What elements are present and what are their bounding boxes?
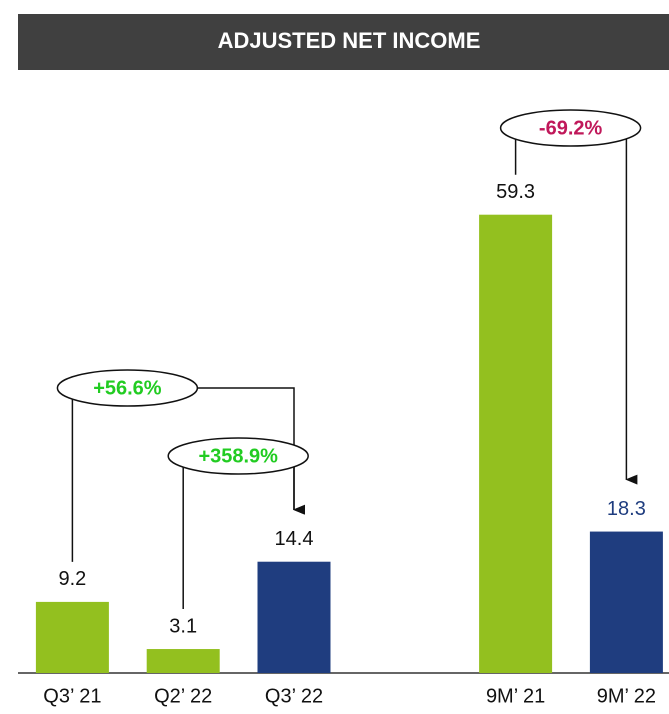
- x-tick-label: Q3’ 21: [43, 685, 101, 707]
- value-label: 9.2: [58, 568, 86, 590]
- bar: [257, 561, 331, 673]
- annotation-bubble: [167, 437, 309, 475]
- bar: [146, 649, 220, 673]
- value-label: 59.3: [496, 181, 535, 203]
- bar: [479, 214, 553, 673]
- annotation-bubble: [56, 369, 199, 407]
- x-tick-label: Q2’ 22: [154, 685, 212, 707]
- annotation-label: +358.9%: [198, 445, 278, 467]
- x-tick-label: Q3’ 22: [265, 685, 323, 707]
- x-tick-label: 9M’ 22: [597, 685, 656, 707]
- value-label: 14.4: [275, 528, 314, 550]
- value-label: 3.1: [169, 615, 197, 637]
- annotation-label: -69.2%: [539, 117, 603, 139]
- annotation-bubble: [499, 109, 642, 147]
- bar: [589, 531, 663, 673]
- value-label: 18.3: [607, 498, 646, 520]
- title-bar: [18, 14, 669, 70]
- bar: [35, 601, 109, 673]
- x-tick-label: 9M’ 21: [486, 685, 545, 707]
- chart-title: ADJUSTED NET INCOME: [218, 28, 481, 53]
- annotation-label: +56.6%: [93, 377, 162, 399]
